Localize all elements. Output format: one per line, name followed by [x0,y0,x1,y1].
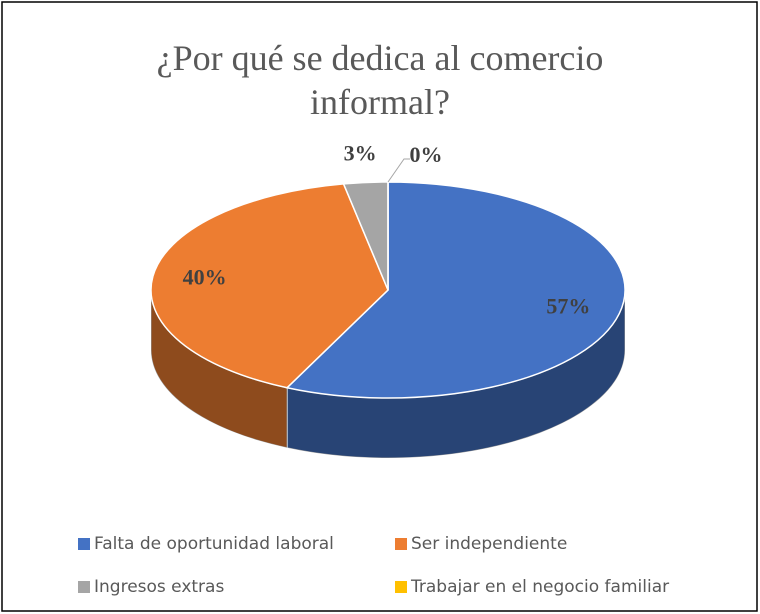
legend-swatch [395,581,407,593]
legend-label: Falta de oportunidad laboral [94,534,334,554]
data-label: 40% [183,264,227,289]
data-label: 0% [410,142,443,167]
data-label: 57% [546,293,590,318]
slice [150,183,389,389]
legend-label: Trabajar en el negocio familiar [410,577,669,597]
legend-label: Ser independiente [411,534,567,554]
slice [285,181,626,399]
legend-swatch [78,581,90,593]
slice-side-shade [287,290,625,458]
legend-label: Ingresos extras [94,577,224,597]
slice-side-shade [150,290,288,448]
legend-swatch [395,538,407,550]
legend-swatch [78,538,90,550]
leader-line [387,158,410,183]
chart-title: ¿Por qué se dedica al comercio informal? [156,38,604,122]
data-label: 3% [344,141,377,166]
